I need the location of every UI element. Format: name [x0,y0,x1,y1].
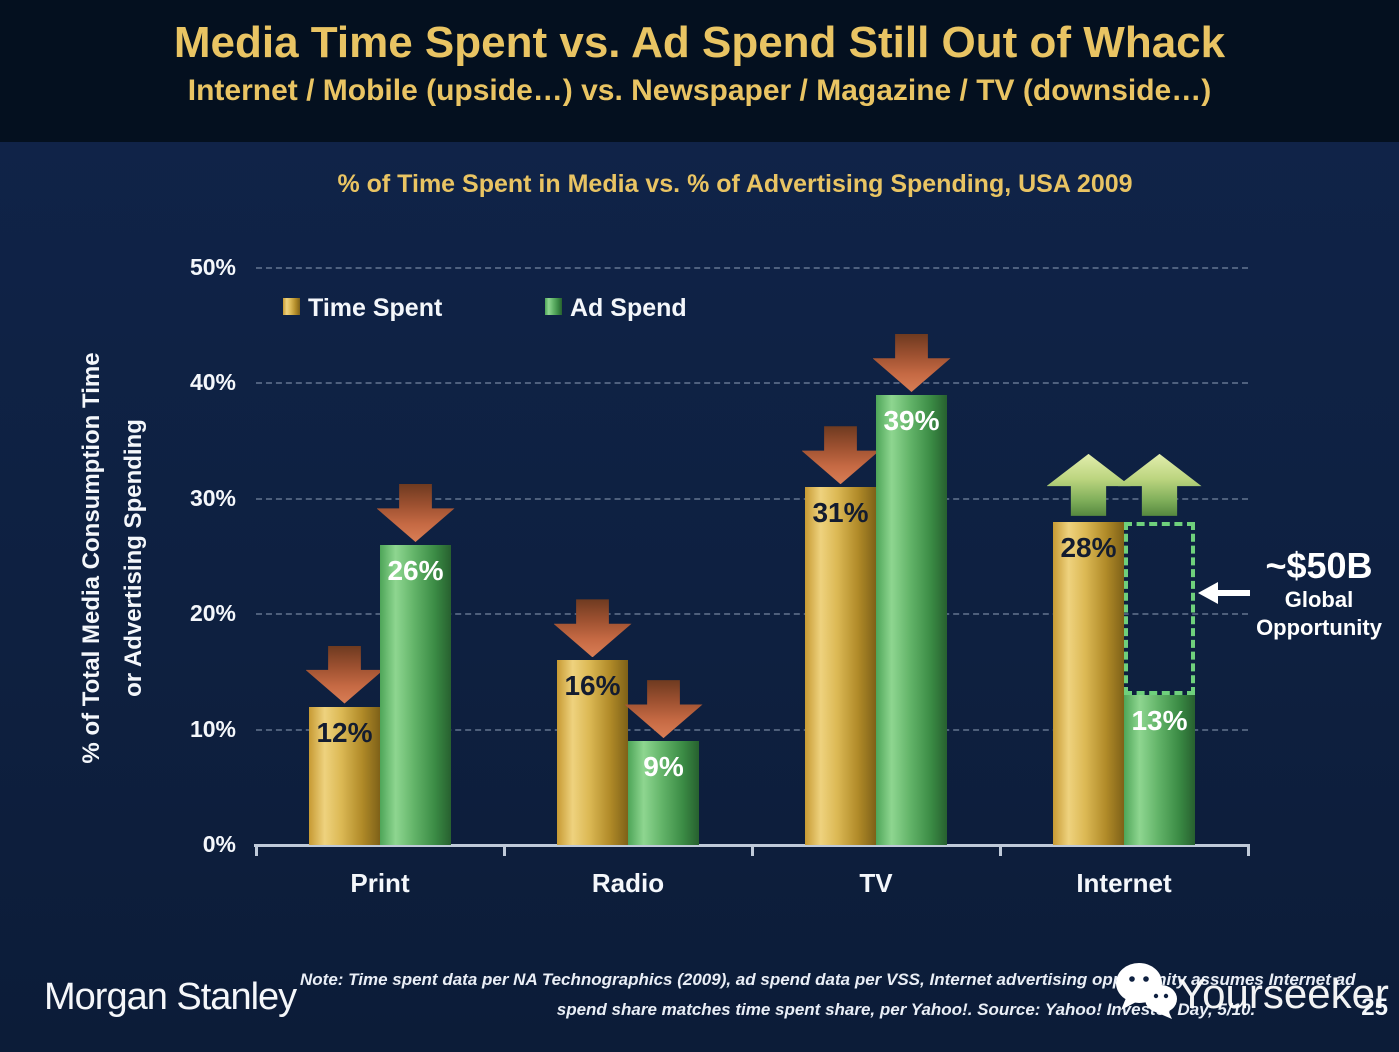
value-label-time-spent-radio: 16% [564,670,621,702]
page-number: 25 [1361,994,1388,1021]
slide-title: Media Time Spent vs. Ad Spend Still Out … [173,18,1226,67]
y-axis-title-line1: % of Total Media Consumption Time [78,352,105,764]
y-tick-label-10pct: 10% [189,715,236,742]
y-tick-label-20pct: 20% [189,600,236,627]
value-label-time-spent-tv: 31% [812,497,869,529]
value-label-time-spent-print: 12% [316,716,373,748]
y-axis-title: % of Total Media Consumption Time or Adv… [71,208,163,908]
x-axis-tick [503,844,506,856]
y-tick-label-50pct: 50% [189,254,236,280]
value-label-ad-spend-print: 26% [387,554,444,586]
legend-label-ad-spend: Ad Spend [570,294,687,322]
value-label-ad-spend-radio: 9% [643,751,684,783]
legend-label-time-spent: Time Spent [308,294,443,322]
source-note-line1: Note: Time spent data per NA Technograph… [300,970,1356,989]
value-label-ad-spend-tv: 39% [883,404,940,436]
x-axis-tick [255,844,258,856]
x-axis-tick [999,844,1002,856]
bar-ad-spend-internet [1124,694,1195,845]
bar-ad-spend-radio [628,741,699,845]
x-category-label-radio: Radio [591,868,665,898]
opportunity-label-line1: Global [1284,587,1354,612]
x-category-label-internet: Internet [1076,868,1172,898]
y-tick-label-30pct: 30% [189,484,236,511]
gridline-10pct [256,728,1248,731]
legend-swatch-gold-icon [283,298,300,315]
bar-ad-spend-tv [876,394,947,845]
left-arrow-icon [1198,582,1250,604]
value-label-time-spent-internet: 28% [1060,531,1117,563]
bar-time-spent-internet [1053,521,1124,845]
y-axis-title-line2: or Advertising Spending [120,419,147,697]
trend-arrow-down-icon [305,645,384,704]
trend-arrow-down-icon [376,483,455,542]
y-tick-label-0pct: 0% [202,831,236,857]
y-tick-label-40pct: 40% [189,369,236,396]
watermark: Yourseeker [1114,958,1394,1028]
gridline-40pct [256,382,1248,385]
x-axis-tick [751,844,754,856]
source-note-line2: spend share matches time spent share, pe… [556,1000,1256,1019]
bar-time-spent-radio [557,660,628,845]
x-category-label-tv: TV [859,868,893,898]
chart-title: % of Time Spent in Media vs. % of Advert… [337,170,1133,198]
trend-arrow-up-icon [1117,453,1202,516]
opportunity-value: ~$50B [1265,545,1373,586]
bar-time-spent-print [309,706,380,845]
watermark-text: Yourseeker [1178,970,1389,1017]
x-category-label-print: Print [350,868,410,898]
gridline-50pct [256,267,1248,269]
opportunity-label-line2: Opportunity [1256,615,1382,640]
gridline-30pct [256,497,1248,500]
trend-arrow-down-icon [553,599,632,658]
gridline-20pct [256,613,1248,616]
morgan-stanley-logo: Morgan Stanley [44,976,297,1018]
opportunity-annotation: ~$50B Global Opportunity [1240,546,1398,642]
legend-swatch-green-icon [545,298,562,315]
value-label-ad-spend-internet: 13% [1131,704,1188,736]
slide-header: Media Time Spent vs. Ad Spend Still Out … [0,0,1399,142]
slide-subtitle: Internet / Mobile (upside…) vs. Newspape… [187,74,1212,107]
bar-time-spent-tv [805,487,876,845]
trend-arrow-up-icon [1046,453,1131,516]
bar-ad-spend-print [380,544,451,845]
x-axis-tick [1247,844,1250,856]
wechat-icon [1116,963,1177,1019]
opportunity-gap-box [1124,521,1195,695]
